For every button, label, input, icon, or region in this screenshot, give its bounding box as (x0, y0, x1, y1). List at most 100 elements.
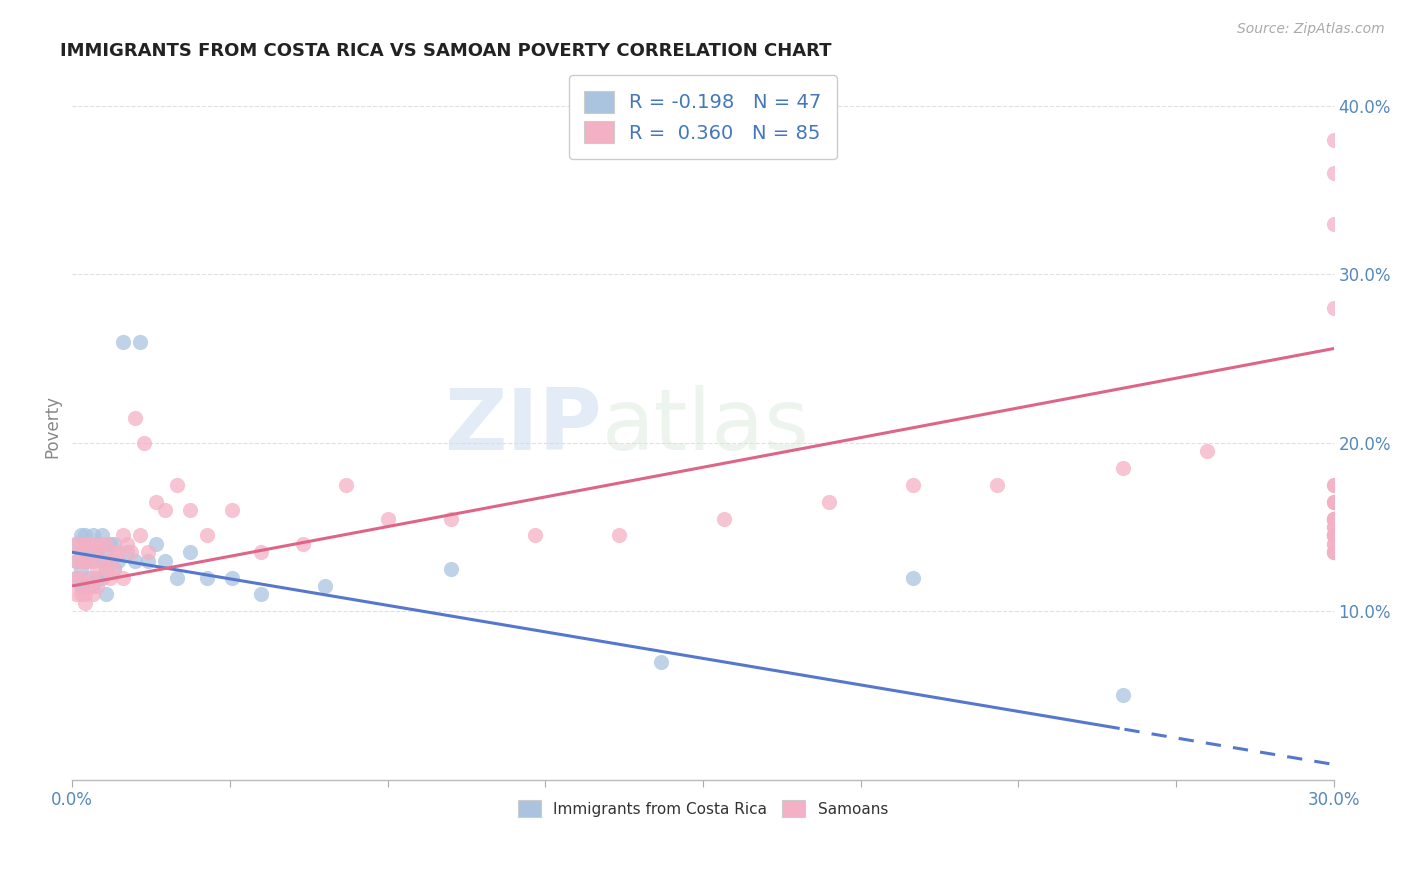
Point (136, 554, 159, 568)
Point (69, 570, 91, 584)
Point (98, 554, 121, 568)
Point (73, 587, 96, 601)
Point (1323, 528, 1346, 542)
Point (377, 511, 399, 525)
Point (179, 545, 201, 559)
Point (82, 570, 104, 584)
Point (69, 579, 91, 593)
Point (77, 537, 100, 551)
Point (69, 528, 91, 542)
Point (86, 537, 108, 551)
Point (250, 545, 273, 559)
Point (65, 587, 87, 601)
Point (1323, 545, 1346, 559)
Point (82, 554, 104, 568)
Point (650, 655, 672, 669)
Point (1323, 545, 1346, 559)
Point (86, 570, 108, 584)
Point (77, 545, 100, 559)
Point (1323, 495, 1346, 509)
Point (145, 537, 167, 551)
Point (1323, 511, 1346, 525)
Point (195, 528, 218, 542)
Point (523, 528, 546, 542)
Point (90, 528, 112, 542)
Point (607, 528, 630, 542)
Point (145, 495, 167, 509)
Point (111, 570, 134, 584)
Point (73, 579, 96, 593)
Point (90, 570, 112, 584)
Point (1323, 133, 1346, 147)
Point (1197, 444, 1219, 458)
Text: Source: ZipAtlas.com: Source: ZipAtlas.com (1237, 22, 1385, 37)
Legend: Immigrants from Costa Rica, Samoans: Immigrants from Costa Rica, Samoans (510, 792, 896, 825)
Point (94, 537, 117, 551)
Point (1112, 689, 1135, 703)
Point (1323, 520, 1346, 534)
Point (901, 570, 924, 584)
Point (77, 537, 100, 551)
Point (221, 503, 243, 517)
Text: ZIP: ZIP (444, 384, 602, 467)
Point (94, 545, 117, 559)
Point (335, 478, 357, 492)
Y-axis label: Poverty: Poverty (44, 394, 60, 458)
Point (86, 562, 108, 576)
Point (292, 537, 315, 551)
Point (73, 596, 96, 610)
Point (115, 537, 138, 551)
Point (1323, 528, 1346, 542)
Point (153, 554, 176, 568)
Point (1323, 537, 1346, 551)
Point (90, 537, 112, 551)
Point (221, 570, 243, 584)
Point (65, 537, 87, 551)
Point (103, 562, 125, 576)
Point (1323, 478, 1346, 492)
Point (1323, 511, 1346, 525)
Point (1323, 495, 1346, 509)
Point (1323, 545, 1346, 559)
Point (166, 478, 188, 492)
Point (77, 554, 100, 568)
Point (124, 410, 146, 425)
Point (1323, 166, 1346, 180)
Text: IMMIGRANTS FROM COSTA RICA VS SAMOAN POVERTY CORRELATION CHART: IMMIGRANTS FROM COSTA RICA VS SAMOAN POV… (59, 42, 831, 60)
Point (77, 579, 100, 593)
Point (65, 554, 87, 568)
Point (86, 579, 108, 593)
Point (73, 554, 96, 568)
Point (90, 554, 112, 568)
Point (124, 554, 146, 568)
Point (153, 503, 176, 517)
Point (65, 570, 87, 584)
Point (82, 579, 104, 593)
Point (82, 528, 104, 542)
Point (69, 545, 91, 559)
Point (103, 537, 125, 551)
Point (1323, 511, 1346, 525)
Point (69, 587, 91, 601)
Point (1323, 495, 1346, 509)
Text: atlas: atlas (602, 384, 810, 467)
Point (1323, 528, 1346, 542)
Point (98, 554, 121, 568)
Point (1323, 528, 1346, 542)
Point (440, 511, 463, 525)
Point (69, 554, 91, 568)
Point (73, 528, 96, 542)
Point (94, 587, 117, 601)
Point (90, 554, 112, 568)
Point (314, 579, 336, 593)
Point (1323, 217, 1346, 231)
Point (82, 587, 104, 601)
Point (107, 554, 129, 568)
Point (1323, 511, 1346, 525)
Point (136, 545, 159, 559)
Point (111, 528, 134, 542)
Point (86, 545, 108, 559)
Point (1323, 545, 1346, 559)
Point (179, 503, 201, 517)
Point (107, 545, 129, 559)
